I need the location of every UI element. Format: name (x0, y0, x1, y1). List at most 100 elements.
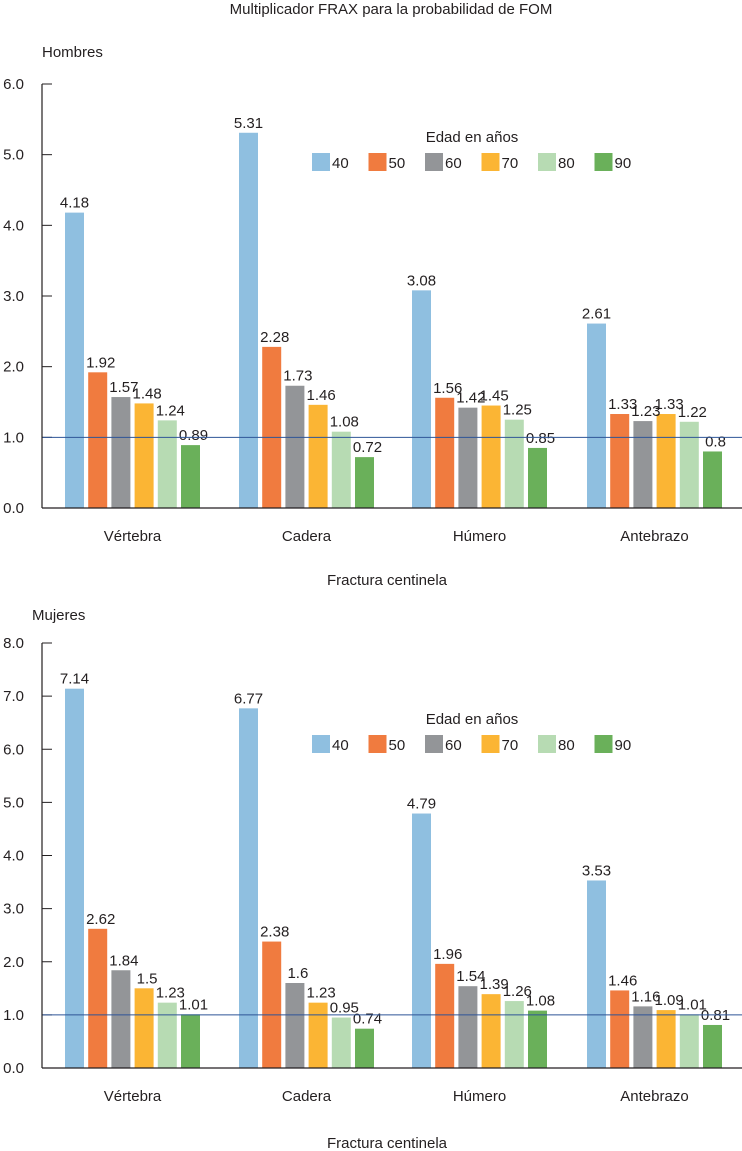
data-label: 1.25 (503, 402, 532, 419)
legend-swatch-80 (538, 735, 556, 753)
bar-antebrazo-90 (703, 451, 722, 508)
bar-antebrazo-70 (656, 1010, 676, 1068)
bar-antebrazo-80 (679, 421, 699, 508)
bar-húmero-80 (504, 419, 524, 508)
category-label: Antebrazo (620, 528, 688, 545)
chart-panel-hombres: Hombres 0.0 1.0 2.0 3.0 4.0 5.0 6.0 4.18 1.92 1.… (3, 44, 742, 589)
category-labels: Vértebra Cadera Húmero Antebrazo (104, 528, 689, 545)
category-label: Vértebra (104, 528, 162, 545)
data-label: 1.09 (654, 992, 683, 1009)
data-label: 1.57 (109, 379, 138, 396)
legend-title: Edad en años (426, 711, 519, 728)
bar-antebrazo-70 (656, 414, 676, 508)
legend-label-50: 50 (389, 155, 406, 172)
data-label: 1.96 (433, 946, 462, 963)
y-tick-label: 5.0 (3, 794, 24, 811)
y-axis-ticks: 0.0 1.0 2.0 3.0 4.0 5.0 6.0 7.0 8.0 (3, 635, 52, 1077)
y-tick-label: 0.0 (3, 1060, 24, 1077)
data-labels: 7.142.621.841.51.231.016.772.381.61.230.… (60, 671, 730, 1028)
category-label: Húmero (453, 1088, 506, 1105)
y-tick-label: 1.0 (3, 1007, 24, 1024)
bar-antebrazo-60 (633, 1006, 653, 1068)
legend-swatch-90 (594, 735, 613, 753)
bar-vértebra-70 (134, 403, 154, 508)
data-label: 2.61 (582, 306, 611, 323)
data-label: 1.84 (109, 952, 138, 969)
data-label: 1.45 (479, 388, 508, 405)
bar-vértebra-60 (111, 970, 131, 1068)
legend-label-70: 70 (502, 155, 519, 172)
bar-cadera-50 (262, 941, 282, 1068)
data-label: 1.5 (137, 970, 158, 987)
data-label: 7.14 (60, 671, 89, 688)
legend-swatch-70 (481, 735, 500, 753)
bar-antebrazo-50 (610, 990, 630, 1068)
data-label: 1.42 (456, 390, 485, 407)
bar-húmero-60 (458, 986, 478, 1068)
bar-cadera-60 (285, 983, 305, 1068)
data-label: 3.53 (582, 862, 611, 879)
bar-vértebra-50 (88, 372, 108, 508)
bar-antebrazo-60 (633, 421, 653, 508)
bar-cadera-40 (239, 132, 258, 508)
bar-vértebra-40 (65, 212, 84, 508)
category-label: Húmero (453, 528, 506, 545)
data-label: 1.33 (654, 396, 683, 413)
data-label: 1.16 (631, 988, 660, 1005)
bar-antebrazo-50 (610, 414, 630, 508)
legend-swatch-40 (312, 153, 330, 171)
bar-marks (65, 132, 722, 508)
y-tick-label: 6.0 (3, 76, 24, 93)
panel-label: Hombres (42, 44, 103, 61)
bar-cadera-90 (355, 457, 374, 508)
bar-vértebra-90 (181, 445, 200, 508)
data-label: 3.08 (407, 272, 436, 289)
legend-label-70: 70 (502, 737, 519, 754)
bar-húmero-80 (504, 1001, 524, 1068)
data-label: 1.39 (479, 976, 508, 993)
data-label: 1.08 (526, 993, 555, 1010)
bar-húmero-50 (435, 963, 455, 1068)
y-tick-label: 4.0 (3, 848, 24, 865)
legend-label-50: 50 (389, 737, 406, 754)
y-tick-label: 3.0 (3, 901, 24, 918)
data-label: 4.18 (60, 195, 89, 212)
legend-title: Edad en años (426, 129, 519, 146)
data-label: 0.81 (701, 1007, 730, 1024)
category-label: Antebrazo (620, 1088, 688, 1105)
legend-label-40: 40 (332, 737, 349, 754)
bar-vértebra-50 (88, 928, 108, 1068)
data-label: 1.46 (608, 972, 637, 989)
data-label: 1.73 (283, 368, 312, 385)
legend-swatch-50 (368, 735, 387, 753)
bar-vértebra-40 (65, 688, 84, 1068)
data-label: 0.8 (705, 433, 726, 450)
bar-húmero-90 (528, 447, 547, 508)
data-label: 1.22 (678, 404, 707, 421)
legend-items: 40 50 60 70 80 90 (312, 735, 631, 754)
data-label: 1.23 (306, 985, 335, 1002)
legend-swatch-70 (481, 153, 500, 171)
y-tick-label: 2.0 (3, 954, 24, 971)
bar-vértebra-90 (181, 1014, 200, 1068)
data-label: 1.23 (631, 403, 660, 420)
legend-items: 40 50 60 70 80 90 (312, 153, 631, 172)
data-label: 1.01 (179, 996, 208, 1013)
legend-label-90: 90 (615, 737, 632, 754)
bar-húmero-70 (481, 994, 501, 1068)
legend-label-80: 80 (558, 155, 575, 172)
bar-húmero-50 (435, 397, 455, 508)
category-labels: Vértebra Cadera Húmero Antebrazo (104, 1088, 689, 1105)
data-label: 2.28 (260, 329, 289, 346)
bar-antebrazo-80 (679, 1014, 699, 1068)
data-label: 2.62 (86, 911, 115, 928)
y-tick-label: 4.0 (3, 217, 24, 234)
bar-húmero-40 (412, 813, 431, 1068)
data-label: 6.77 (234, 690, 263, 707)
data-label: 1.08 (330, 414, 359, 431)
category-label: Cadera (282, 1088, 332, 1105)
panel-label: Mujeres (32, 607, 85, 624)
bar-antebrazo-40 (587, 880, 606, 1068)
bar-cadera-50 (262, 346, 282, 508)
y-tick-label: 0.0 (3, 500, 24, 517)
